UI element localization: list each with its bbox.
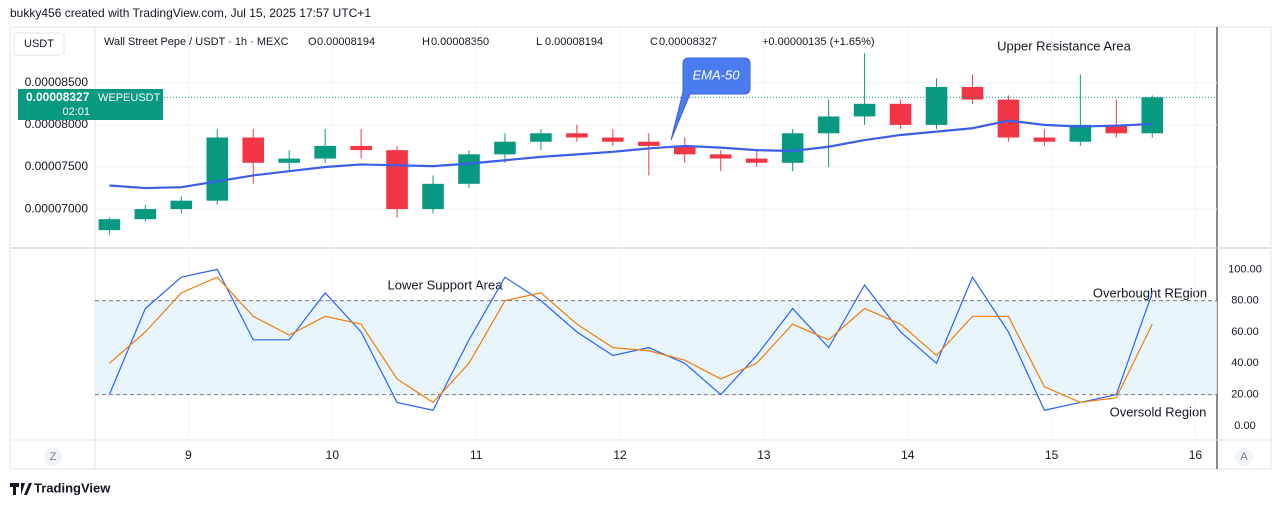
candle-body bbox=[925, 86, 948, 125]
candle-body bbox=[494, 141, 516, 155]
candle-body bbox=[1105, 124, 1128, 134]
x-tick-label: 16 bbox=[1189, 448, 1203, 462]
candle-body bbox=[278, 158, 300, 163]
currency-button[interactable] bbox=[13, 32, 65, 56]
symbol-legend: Wall Street Pepe / USDT · 1h · MEXC O 0.0… bbox=[104, 36, 875, 48]
last-price: 0.00008327 bbox=[26, 90, 90, 104]
candle-body bbox=[170, 200, 193, 210]
candle-body bbox=[673, 145, 696, 155]
annotation: Upper Resistance Area bbox=[997, 38, 1131, 53]
candle-body bbox=[134, 209, 157, 220]
logo-text: TradingView bbox=[34, 480, 111, 495]
price-badge bbox=[18, 89, 163, 120]
ohlc-key: H bbox=[422, 36, 430, 48]
candle-body bbox=[350, 145, 372, 151]
ticker: WEPEUSDT bbox=[98, 92, 161, 104]
z-button[interactable] bbox=[44, 448, 62, 466]
candle-body bbox=[458, 154, 480, 184]
candle-body bbox=[98, 219, 121, 231]
y-tick-label: 60.00 bbox=[1231, 326, 1259, 338]
x-tick-label: 10 bbox=[326, 448, 340, 462]
ohlc-value: 0.00008350 bbox=[431, 36, 489, 48]
x-tick-label: 11 bbox=[470, 448, 483, 462]
y-tick-label: 80.00 bbox=[1231, 295, 1259, 307]
candle-body bbox=[853, 103, 876, 117]
ema-callout-label: EMA-50 bbox=[693, 67, 741, 82]
candle-body bbox=[206, 137, 229, 201]
y-tick-label: 0.00008500 bbox=[25, 75, 89, 89]
candle-body bbox=[889, 103, 912, 125]
candle-body bbox=[961, 86, 984, 100]
candle-body bbox=[1069, 124, 1092, 142]
ohlc-key: L bbox=[536, 36, 542, 48]
annotation: Lower Support Area bbox=[388, 277, 504, 292]
annotations: Upper Resistance Area Lower Support Area O… bbox=[388, 38, 1208, 419]
candle-body bbox=[781, 133, 804, 163]
currency[interactable]: USDT bbox=[24, 38, 54, 50]
candle-body bbox=[530, 133, 552, 142]
a-button-label[interactable]: A bbox=[1240, 451, 1248, 463]
candle-body bbox=[422, 183, 444, 210]
candle-body bbox=[314, 145, 336, 159]
y-tick-label: 100.00 bbox=[1228, 263, 1262, 275]
a-button[interactable] bbox=[1235, 448, 1253, 466]
candle-body bbox=[997, 99, 1020, 138]
z-button-label[interactable]: Z bbox=[50, 451, 57, 463]
oscillator-pane: 0.00 20.00 40.00 60.00 80.00 100.00 bbox=[95, 263, 1262, 432]
logo-icon bbox=[10, 483, 32, 495]
countdown: 02:01 bbox=[62, 106, 90, 118]
band-fill bbox=[95, 300, 1217, 395]
candle-body bbox=[1141, 97, 1164, 134]
candle-body bbox=[709, 154, 732, 159]
series-line bbox=[109, 119, 1153, 190]
candle-body bbox=[638, 141, 660, 146]
candle-body bbox=[242, 137, 265, 163]
x-tick-label: 12 bbox=[613, 448, 627, 462]
candle-body bbox=[745, 158, 768, 163]
annotation: Overbought REgion bbox=[1093, 285, 1207, 300]
change: +0.00000135 (+1.65%) bbox=[762, 36, 875, 48]
credit: bukky456 created with TradingView.com, J… bbox=[10, 6, 371, 20]
x-tick-label: 15 bbox=[1045, 448, 1059, 462]
annotation: Oversold Region bbox=[1110, 404, 1207, 419]
ohlc-value: 0.00008194 bbox=[545, 36, 603, 48]
y-tick-label: 0.00008000 bbox=[25, 117, 89, 131]
candle-body bbox=[602, 137, 624, 142]
x-tick-label: 9 bbox=[185, 448, 192, 462]
y-tick-label: 20.00 bbox=[1231, 389, 1259, 401]
x-tick-label: 13 bbox=[757, 448, 771, 462]
candle-body bbox=[1033, 137, 1056, 142]
ohlc-value: 0.00008327 bbox=[659, 36, 717, 48]
ohlc-value: 0.00008194 bbox=[317, 36, 375, 48]
ohlc-key: C bbox=[650, 36, 658, 48]
candle-body bbox=[386, 150, 408, 210]
ohlc-key: O bbox=[308, 36, 317, 48]
series-line bbox=[108, 268, 1153, 411]
y-tick-label: 0.00 bbox=[1234, 420, 1255, 432]
y-tick-label: 0.00007000 bbox=[25, 201, 89, 215]
symbol: Wall Street Pepe / USDT · 1h · MEXC bbox=[104, 36, 289, 48]
x-tick-label: 14 bbox=[901, 448, 915, 462]
series-line bbox=[108, 276, 1153, 404]
ema-callout bbox=[670, 57, 751, 141]
y-tick-label: 40.00 bbox=[1231, 357, 1259, 369]
candle-body bbox=[817, 116, 840, 134]
candle-body bbox=[566, 133, 588, 138]
y-tick-label: 0.00007500 bbox=[25, 159, 89, 173]
